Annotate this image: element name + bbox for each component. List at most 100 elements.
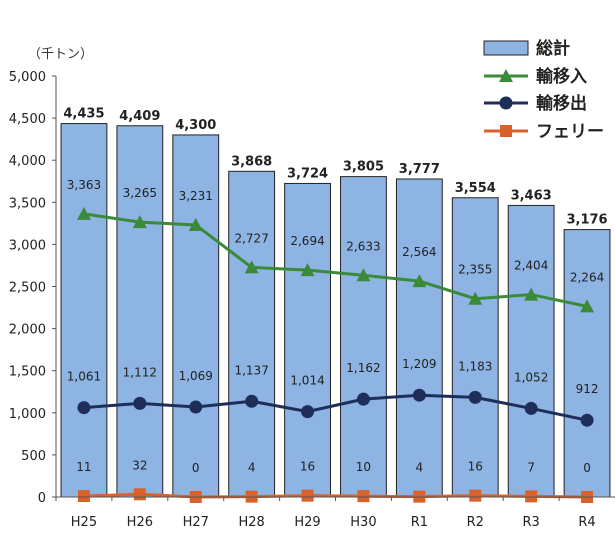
line-value-label: 16 [468, 460, 483, 474]
data-point-circle [524, 401, 538, 415]
data-point-circle [580, 413, 594, 427]
y-tick-label: 500 [21, 449, 46, 464]
line-value-label: 1,209 [402, 357, 436, 371]
series-line [83, 492, 588, 499]
line-value-label: 32 [132, 458, 147, 472]
line-value-labels: 3,363 3,265 3,231 2,727 2,694 2,633 2,564 2,355… [67, 178, 604, 475]
x-tick-label: H25 [71, 515, 97, 530]
y-tick-label: 1,500 [9, 365, 46, 380]
line-value-label: 7 [527, 460, 535, 474]
bar [451, 197, 499, 498]
y-tick-label: 3,500 [9, 196, 46, 211]
line-series [76, 206, 595, 503]
data-point-triangle [76, 206, 91, 220]
line-value-label: 1,069 [179, 369, 213, 383]
legend-marker-square [500, 125, 512, 137]
line-value-label: 1,112 [123, 365, 157, 379]
y-tick-label: 1,000 [9, 407, 46, 422]
bar [395, 178, 443, 498]
line-value-label: 11 [76, 460, 91, 474]
data-point-square [469, 489, 482, 502]
line-value-label: 2,404 [514, 259, 548, 273]
x-tick-label: R4 [578, 515, 595, 530]
line-value-label: 2,355 [458, 263, 492, 277]
bar [172, 134, 220, 498]
bar-series [60, 123, 611, 498]
bar [284, 182, 331, 498]
data-point-triangle [356, 268, 371, 282]
line-value-label: 912 [576, 382, 599, 396]
y-tick-label: 4,500 [9, 112, 46, 127]
data-point-triangle [188, 217, 203, 231]
line-value-label: 2,264 [570, 270, 604, 284]
data-point-square [133, 488, 146, 501]
x-tick-label: R3 [522, 515, 539, 530]
data-point-square [77, 490, 90, 503]
line-value-label: 4 [248, 461, 256, 475]
y-axis: 0 500 1,000 1,500 2,000 2,500 3,000 3,500 4,000 4… [9, 70, 56, 506]
line-value-label: 3,265 [123, 186, 157, 200]
legend-marker-triangle [499, 69, 513, 82]
bar-value-label: 3,463 [511, 188, 552, 203]
y-tick-label: 3,000 [9, 238, 46, 253]
bar-value-label: 3,176 [566, 213, 607, 228]
bar [563, 229, 611, 498]
data-point-triangle [580, 299, 595, 313]
x-tick-label: H29 [294, 515, 320, 530]
data-point-triangle [244, 260, 259, 274]
legend-label: フェリー [536, 122, 604, 142]
line-value-label: 2,564 [402, 245, 436, 259]
data-point-square [525, 490, 538, 503]
legend-swatch-bar [483, 40, 529, 56]
data-point-circle [412, 388, 426, 402]
line-value-label: 0 [192, 461, 200, 475]
y-tick-label: 2,000 [9, 323, 46, 338]
x-tick-label: H28 [238, 515, 264, 530]
bar [507, 204, 555, 498]
y-tick-label: 5,000 [9, 70, 46, 85]
x-axis: H25 H26 H27 H28 H29 H30 R1 R2 R3 R4 [55, 497, 596, 530]
data-point-square [357, 490, 370, 503]
legend-label: 総計 [536, 38, 570, 59]
bar-value-label: 3,868 [231, 154, 272, 169]
x-tick-label: H30 [350, 515, 376, 530]
x-tick-label: R1 [411, 515, 428, 530]
line-value-label: 4 [416, 461, 424, 475]
data-point-circle [468, 390, 482, 404]
bar-value-label: 3,724 [287, 166, 328, 181]
line-value-label: 1,014 [290, 374, 324, 388]
bar-value-labels: 4,435 4,409 4,300 3,868 3,724 3,805 3,777 3,554… [63, 107, 607, 228]
legend-label: 輸移出 [536, 93, 587, 114]
bar-value-label: 4,300 [175, 118, 216, 133]
data-point-circle [133, 396, 147, 410]
line-value-label: 1,052 [514, 370, 548, 384]
line-value-label: 16 [300, 460, 315, 474]
data-point-triangle [132, 215, 147, 229]
x-tick-label: R2 [467, 515, 484, 530]
data-point-square [301, 489, 314, 502]
bar-value-label: 4,409 [119, 109, 160, 124]
y-tick-label: 2,500 [9, 281, 46, 296]
y-tick-label: 0 [38, 491, 46, 506]
data-point-triangle [524, 287, 539, 301]
line-value-label: 2,694 [290, 234, 324, 248]
bar [60, 123, 108, 498]
line-value-label: 1,061 [67, 370, 101, 384]
data-point-triangle [468, 291, 483, 305]
y-tick-label: 4,000 [9, 154, 46, 169]
bar-value-label: 3,554 [455, 181, 496, 196]
bar-value-label: 3,805 [343, 160, 384, 175]
y-axis-unit-label: （千トン） [28, 47, 93, 62]
line-value-label: 1,162 [346, 361, 380, 375]
data-point-triangle [300, 263, 315, 277]
line-value-label: 3,231 [179, 189, 213, 203]
line-value-label: 10 [356, 460, 371, 474]
line-value-label: 1,183 [458, 359, 492, 373]
bar [228, 170, 276, 498]
legend-label: 輸移入 [536, 66, 587, 87]
data-point-circle [301, 405, 315, 419]
line-value-label: 2,727 [234, 231, 268, 245]
data-point-circle [189, 400, 203, 414]
